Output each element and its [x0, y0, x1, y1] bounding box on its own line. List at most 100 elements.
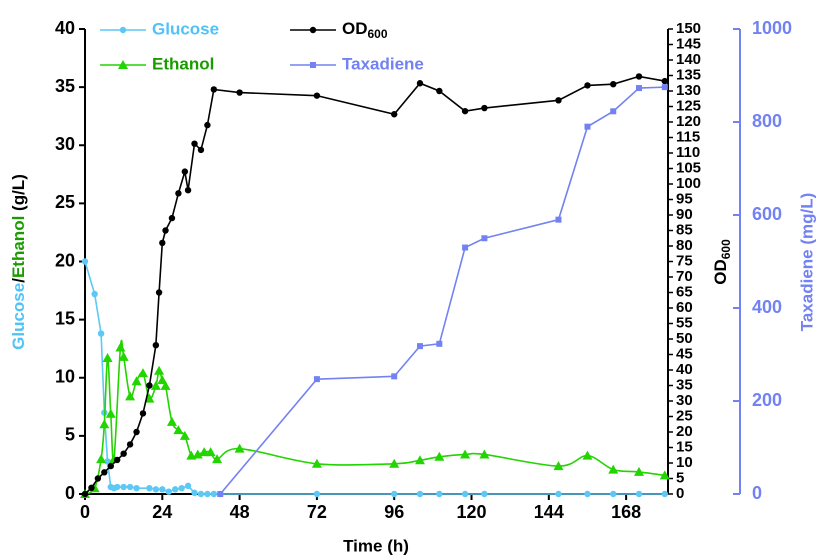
marker — [210, 86, 218, 93]
marker — [204, 121, 211, 129]
marker — [99, 419, 110, 429]
marker — [159, 486, 166, 493]
y2-tick-label: 20 — [676, 423, 693, 440]
y2-tick-label: 115 — [676, 128, 700, 145]
y2-tick-label: 140 — [676, 51, 701, 68]
y2-tick-label: 100 — [676, 175, 701, 192]
marker — [126, 441, 134, 448]
y-axis-title-part: / — [9, 278, 28, 283]
marker — [101, 469, 108, 476]
marker — [313, 92, 321, 99]
y2-tick-label: 35 — [676, 376, 693, 393]
series-line — [84, 75, 665, 495]
marker — [115, 342, 126, 352]
marker — [391, 490, 398, 498]
marker — [154, 365, 165, 375]
marker — [137, 368, 148, 378]
marker — [460, 449, 471, 459]
y2-tick-label: 30 — [676, 392, 693, 409]
y-tick-label: 5 — [65, 425, 75, 445]
marker — [555, 97, 562, 104]
y-tick-label: 30 — [55, 134, 75, 154]
marker — [197, 490, 205, 498]
marker — [155, 289, 163, 296]
marker — [88, 484, 95, 491]
marker — [659, 470, 670, 480]
marker — [610, 80, 617, 88]
legend-label-main: OD — [342, 19, 368, 38]
marker — [165, 488, 172, 495]
marker — [178, 484, 185, 492]
marker — [146, 484, 153, 492]
y3-tick-label: 200 — [752, 390, 782, 410]
x-tick-label: 0 — [80, 502, 90, 522]
marker — [199, 447, 210, 457]
marker — [181, 168, 189, 175]
marker — [133, 484, 140, 492]
marker — [191, 489, 198, 497]
y-tick-label: 15 — [55, 308, 75, 328]
marker — [635, 490, 643, 498]
marker — [634, 466, 645, 476]
marker — [584, 123, 591, 130]
marker — [481, 490, 488, 498]
marker — [479, 449, 490, 459]
x-tick-label: 144 — [534, 502, 564, 522]
y-tick-label: 10 — [55, 367, 75, 387]
y3-tick-label: 1000 — [752, 18, 792, 38]
y2-tick-label: 135 — [676, 66, 701, 83]
marker — [114, 456, 121, 464]
y-tick-label: 0 — [65, 483, 75, 503]
y2-tick-label: 5 — [676, 469, 684, 486]
marker — [661, 490, 668, 498]
marker — [313, 490, 321, 498]
y2-tick-label: 85 — [676, 221, 693, 238]
marker — [159, 239, 166, 247]
y3-tick-label: 600 — [752, 204, 782, 224]
marker — [192, 449, 203, 459]
y2-tick-label: 25 — [676, 407, 693, 424]
marker — [236, 89, 243, 96]
marker — [391, 111, 398, 118]
x-tick-label: 48 — [230, 502, 250, 522]
marker — [126, 483, 134, 491]
marker — [105, 408, 116, 418]
marker — [210, 490, 218, 498]
marker — [555, 490, 562, 498]
legend-label: OD600 — [342, 19, 388, 41]
marker — [191, 140, 198, 147]
marker — [144, 393, 155, 403]
series-line — [219, 86, 665, 495]
marker — [102, 352, 113, 362]
marker — [97, 330, 105, 337]
y2-tick-label: 80 — [676, 237, 693, 254]
y2-tick-label: 70 — [676, 268, 693, 285]
y2-tick-label: 90 — [676, 206, 693, 223]
x-tick-label: 120 — [456, 502, 486, 522]
marker — [150, 380, 161, 390]
marker — [553, 461, 564, 471]
marker — [414, 455, 425, 465]
x-tick-label: 24 — [152, 502, 172, 522]
marker — [160, 380, 171, 390]
marker — [175, 190, 182, 197]
y3-tick-label: 400 — [752, 297, 782, 317]
legend-label: Taxadiene — [342, 54, 424, 73]
y2-tick-label: 40 — [676, 361, 693, 378]
legend-label-sub: 600 — [368, 27, 388, 41]
marker — [91, 290, 98, 298]
marker — [81, 490, 89, 498]
marker — [118, 351, 129, 361]
marker — [389, 458, 400, 468]
marker — [114, 483, 121, 491]
marker — [436, 87, 443, 95]
y-axis-title-part: (g/L) — [9, 174, 28, 216]
y2-tick-label: 150 — [676, 20, 701, 37]
x-tick-label: 96 — [384, 502, 404, 522]
marker — [610, 490, 617, 498]
legend-label: Glucose — [152, 19, 219, 38]
marker — [146, 382, 153, 389]
x-tick-label: 72 — [307, 502, 327, 522]
marker — [184, 482, 192, 490]
